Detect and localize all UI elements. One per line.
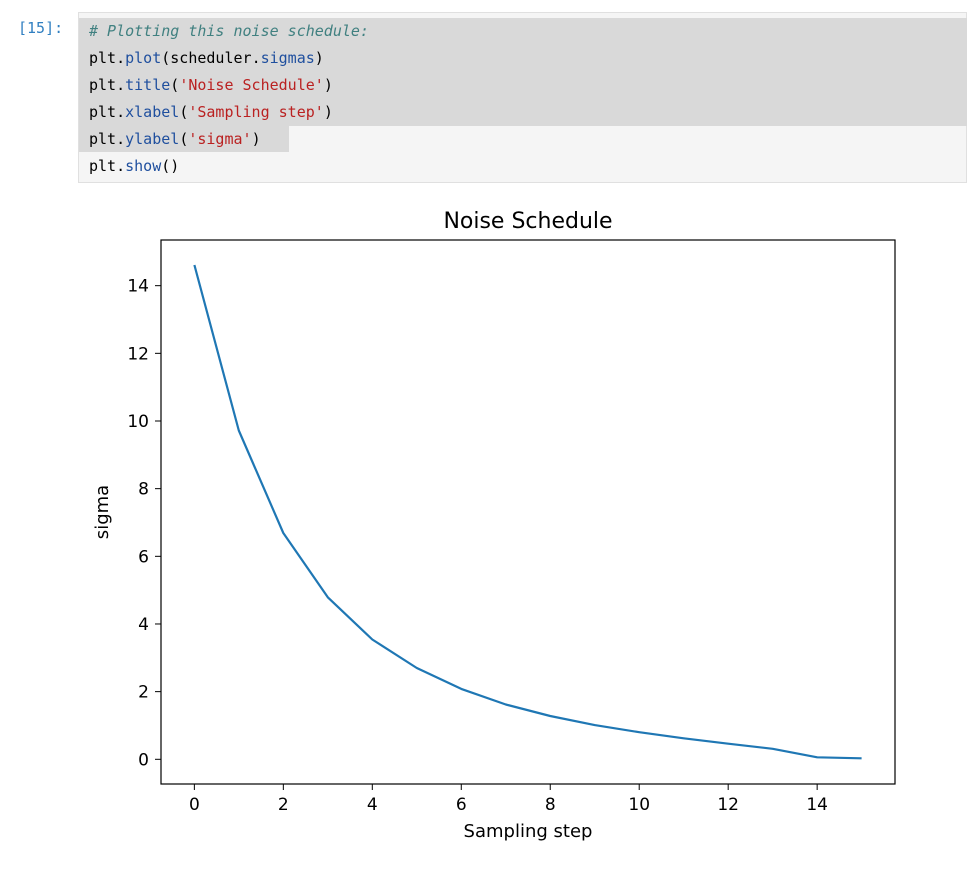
code-line: plt.ylabel('sigma') (89, 126, 369, 153)
code-token: ) (251, 130, 261, 148)
x-tick-label: 6 (456, 795, 467, 815)
x-tick-label: 0 (189, 795, 200, 815)
code-line: plt.plot(scheduler.sigmas) (89, 45, 369, 72)
code-token: . (116, 157, 126, 175)
code-token: . (116, 103, 126, 121)
y-tick-label: 6 (138, 547, 149, 567)
code-token: ( (179, 103, 189, 121)
code-token: 'Noise Schedule' (179, 76, 324, 94)
x-tick-label: 2 (278, 795, 289, 815)
x-tick-label: 12 (717, 795, 739, 815)
code-token: plt (89, 103, 117, 121)
x-tick-label: 10 (628, 795, 650, 815)
y-tick-label: 10 (127, 412, 149, 432)
code-line: plt.title('Noise Schedule') (89, 72, 369, 99)
code-token: plt (89, 157, 117, 175)
y-tick-label: 14 (127, 277, 149, 297)
code-token: . (116, 130, 126, 148)
code-token: plot (125, 49, 162, 67)
code-token: . (116, 76, 126, 94)
cell-output: 0 2 4 6 8 10 12 14 0 2 4 6 8 10 12 14 Noise Schedule Samp… (78, 190, 908, 870)
text-selection (79, 18, 967, 126)
y-tick-label: 8 (138, 480, 149, 500)
code-token: # Plotting this noise schedule: (89, 22, 369, 40)
code-token: 'sigma' (188, 130, 252, 148)
x-tick-label: 14 (806, 795, 828, 815)
code-token: ylabel (125, 130, 180, 148)
code-cell-editor[interactable]: # Plotting this noise schedule: plt.plot(… (78, 12, 967, 183)
code-token: () (161, 157, 180, 175)
code-token: (scheduler (161, 49, 252, 67)
line-chart: 0 2 4 6 8 10 12 14 0 2 4 6 8 10 12 14 Noise Schedule Samp… (92, 209, 896, 842)
y-tick-label: 2 (138, 683, 149, 703)
code-line: # Plotting this noise schedule: (89, 18, 369, 45)
axes-frame (160, 239, 896, 785)
code-token: . (116, 49, 126, 67)
code-token: xlabel (125, 103, 180, 121)
x-axis-label: Sampling step (464, 821, 593, 842)
y-tick-label: 12 (127, 344, 149, 364)
code-token: ) (314, 49, 324, 67)
code-line: plt.xlabel('Sampling step') (89, 99, 369, 126)
code-line: plt.show() (89, 153, 369, 180)
code-token: 'Sampling step' (188, 103, 324, 121)
series-line (193, 264, 862, 760)
code-token: title (125, 76, 171, 94)
text-selection-tail (79, 126, 289, 152)
chart-title: Noise Schedule (443, 209, 612, 234)
code-token: ) (323, 103, 333, 121)
code-token: ( (170, 76, 180, 94)
x-tick-label: 4 (367, 795, 378, 815)
y-tick-label: 0 (138, 750, 149, 770)
code-token: sigmas (260, 49, 315, 67)
code-token: ( (179, 130, 189, 148)
code-token: plt (89, 76, 117, 94)
code-token: ) (323, 76, 333, 94)
x-tick-label: 8 (545, 795, 556, 815)
code-block[interactable]: # Plotting this noise schedule: plt.plot(… (89, 18, 369, 180)
code-token: show (125, 157, 162, 175)
code-token: plt (89, 130, 117, 148)
y-tick-label: 4 (138, 615, 149, 635)
cell-prompt: [15]: (18, 19, 64, 37)
y-axis-label: sigma (92, 485, 113, 539)
code-token: . (251, 49, 261, 67)
code-token: plt (89, 49, 117, 67)
